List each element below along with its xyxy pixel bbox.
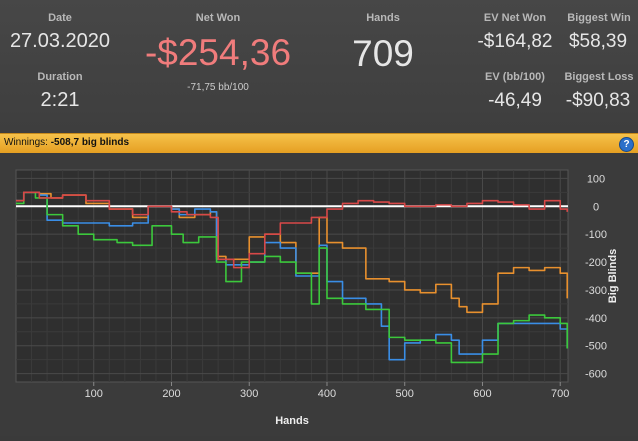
- x-tick-label: 400: [318, 388, 336, 400]
- winnings-label: Winnings:: [4, 137, 48, 148]
- x-tick-label: 300: [240, 388, 258, 400]
- hands-label: Hands: [366, 12, 400, 24]
- x-tick-label: 100: [85, 388, 103, 400]
- duration-label: Duration: [37, 71, 83, 83]
- y-tick-label: -300: [585, 285, 607, 297]
- x-tick-label: 700: [551, 388, 569, 400]
- x-tick-label: 200: [162, 388, 180, 400]
- y-tick-label: -400: [585, 313, 607, 325]
- date-value: 27.03.2020: [9, 30, 111, 52]
- biggest-win-value: $58,39: [568, 31, 628, 52]
- winnings-value: -508,7 big blinds: [50, 137, 130, 148]
- y-tick-label: -100: [585, 229, 607, 241]
- winnings-text: Winnings: -508,7 big blinds: [4, 137, 129, 148]
- biggest-loss-label: Biggest Loss: [564, 71, 634, 83]
- hands-value: 709: [352, 33, 414, 74]
- y-tick-label: 0: [593, 201, 599, 213]
- green-series-line: [16, 191, 569, 364]
- y-axis-label: Big Blinds: [607, 249, 619, 303]
- winnings-banner: Winnings: -508,7 big blinds ?: [0, 133, 638, 154]
- net-won-value: -$254,36: [144, 32, 292, 73]
- winnings-graph-panel: 100 200 300 400 500 600 700 100 0 -100 -200 -300 -40…: [0, 153, 638, 436]
- ev-bb100-value: -46,49: [488, 90, 542, 111]
- date-label: Date: [48, 12, 72, 24]
- red-series-line: [16, 191, 569, 269]
- blue-series-line: [16, 191, 569, 361]
- x-tick-label: 500: [396, 388, 414, 400]
- ev-net-won-label: EV Net Won: [483, 12, 547, 24]
- x-tick-label: 600: [473, 388, 491, 400]
- net-won-bb100: -71,75 bb/100: [187, 82, 249, 93]
- y-tick-label: -200: [585, 257, 607, 269]
- y-tick-label: -600: [585, 369, 607, 381]
- ev-bb100-label: EV (bb/100): [485, 71, 545, 83]
- x-axis-label: Hands: [275, 415, 309, 427]
- biggest-win-label: Biggest Win: [567, 12, 631, 24]
- winnings-graph: 100 200 300 400 500 600 700 100 0 -100 -200 -300 -40…: [15, 169, 619, 427]
- help-icon[interactable]: ?: [619, 137, 634, 152]
- duration-value: 2:21: [40, 89, 80, 111]
- session-stats-panel: Date 27.03.2020 Duration 2:21 Net Won -$…: [0, 0, 638, 133]
- y-tick-label: -500: [585, 341, 607, 353]
- biggest-loss-value: -$90,83: [565, 90, 631, 111]
- net-won-label: Net Won: [195, 12, 241, 24]
- ev-net-won-value: -$164,82: [477, 31, 553, 52]
- y-tick-label: 100: [587, 173, 605, 185]
